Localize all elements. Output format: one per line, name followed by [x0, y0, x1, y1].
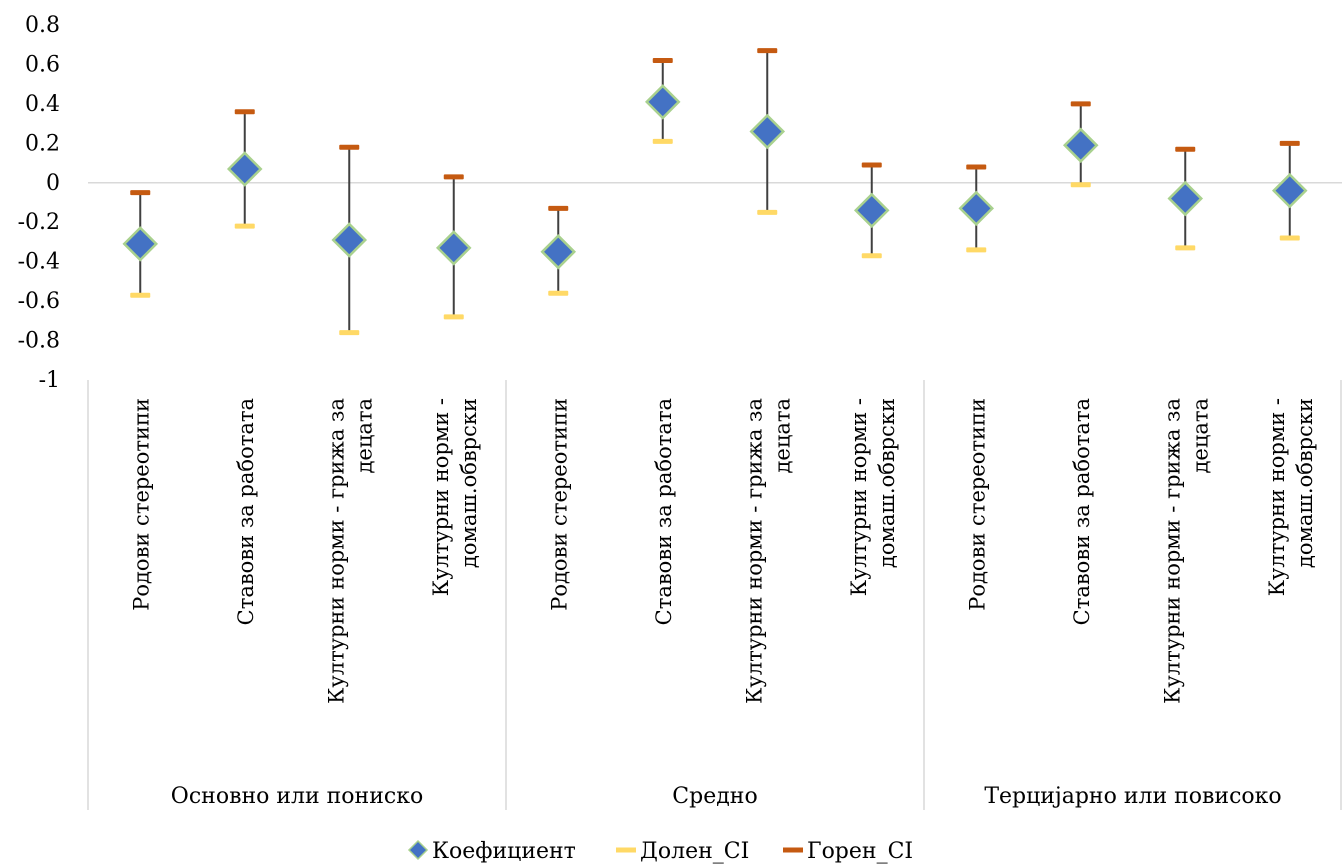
upper-ci-marker: [130, 190, 151, 196]
upper-ci-marker: [652, 58, 673, 63]
upper-ci-marker: [1175, 146, 1196, 152]
coefficient-point: [644, 84, 681, 120]
category-label: Родови стереотипи: [547, 398, 571, 611]
lower-ci-marker: [548, 290, 569, 296]
y-axis: 0.8 0.6 0.4 0.2 0 -0.2 -0.4 -0.6 -0.8 -1: [18, 13, 60, 393]
legend-label: Долен_CI: [640, 839, 749, 864]
category-label: Културни норми - грижа за децата: [742, 398, 794, 704]
category-label-line1: Културни норми -: [847, 398, 871, 596]
upper-ci-marker: [443, 174, 464, 180]
category-label-line1: Културни норми - грижа за: [324, 398, 348, 704]
group-label: Терцијарно или повисоко: [984, 784, 1281, 809]
coefficient-point: [1062, 127, 1099, 164]
upper-ci-marker: [1070, 101, 1091, 107]
category-label-line1: Културни норми - грижа за: [1160, 398, 1184, 704]
y-tick-label: 0.8: [25, 13, 60, 38]
coefficient-point: [226, 151, 263, 187]
group-label: Средно: [672, 784, 757, 809]
plot-area: [88, 48, 1342, 336]
category-label: Културни норми - грижа за децата: [324, 398, 376, 704]
category-label-line1: Културни норми -: [429, 398, 453, 596]
category-label: Културни норми - грижа за децата: [1160, 398, 1212, 704]
legend-item: Долен_CI: [616, 839, 749, 864]
category-label-line2: децата: [352, 398, 376, 474]
legend-item: Горен_CI: [783, 839, 913, 864]
legend-marker: [616, 847, 636, 853]
coefficient-point: [1167, 180, 1204, 217]
lower-ci-marker: [130, 292, 151, 298]
coefficient-point: [1271, 172, 1308, 209]
category-label-line2: децата: [770, 398, 794, 474]
legend-label: Коефициент: [432, 839, 576, 864]
y-tick-label: 0.4: [25, 92, 60, 117]
category-label: Културни норми - домаш.обврски: [429, 398, 481, 596]
coefficient-point: [331, 222, 368, 258]
lower-ci-marker: [757, 209, 778, 215]
category-label-line1: Родови стереотипи: [129, 398, 153, 611]
category-label: Културни норми - домаш.обврски: [847, 398, 899, 596]
legend-marker: [783, 847, 803, 853]
coefficient-point: [122, 226, 159, 262]
category-label-line1: Ставови за работата: [652, 398, 676, 625]
category-label-line2: домаш.обврски: [1293, 398, 1317, 568]
category-label-line2: домаш.обврски: [457, 398, 481, 568]
y-tick-label: -0.8: [18, 329, 60, 354]
category-label-line1: Родови стереотипи: [547, 398, 571, 611]
lower-ci-marker: [1175, 245, 1196, 251]
legend-label: Горен_CI: [807, 839, 913, 864]
y-tick-label: -0.4: [18, 250, 60, 275]
category-label: Културни норми - домаш.обврски: [1265, 398, 1317, 596]
y-tick-label: -1: [39, 368, 60, 393]
category-label: Ставови за работата: [234, 398, 258, 625]
coefficient-point: [540, 234, 577, 270]
lower-ci-marker: [234, 223, 255, 229]
category-label: Ставови за работата: [1070, 398, 1094, 625]
y-tick-label: -0.6: [18, 289, 60, 314]
category-label-line1: Културни норми -: [1265, 398, 1289, 596]
upper-ci-marker: [234, 109, 255, 115]
coefficient-point: [853, 192, 890, 229]
category-label: Родови стереотипи: [965, 398, 989, 611]
y-tick-label: 0.2: [25, 131, 60, 156]
category-label-line2: децата: [1188, 398, 1212, 474]
lower-ci-marker: [1070, 182, 1091, 188]
lower-ci-marker: [861, 253, 882, 259]
lower-ci-marker: [339, 330, 360, 336]
y-tick-label: -0.2: [18, 210, 60, 235]
upper-ci-marker: [861, 162, 882, 168]
upper-ci-marker: [548, 205, 569, 211]
y-tick-label: 0: [46, 171, 60, 196]
coefficient-point: [958, 190, 995, 227]
category-label: Родови стереотипи: [129, 398, 153, 611]
x-axis: Родови стереотипи Ставови за работата Култ…: [87, 380, 1342, 810]
legend-item: Коефициент: [407, 839, 576, 864]
upper-ci-marker: [1279, 140, 1300, 146]
category-label-line2: домаш.обврски: [875, 398, 899, 568]
legend-marker-coefficient: [407, 839, 429, 861]
coefficient-point: [435, 230, 472, 266]
lower-ci-marker: [1279, 235, 1300, 241]
category-label-line1: Ставови за работата: [1070, 398, 1094, 625]
legend: Коефициент Долен_CI Горен_CI: [407, 839, 913, 864]
upper-ci-marker: [757, 48, 778, 54]
coefficient-point: [749, 113, 786, 150]
category-label-line1: Културни норми - грижа за: [742, 398, 766, 704]
upper-ci-marker: [339, 144, 360, 150]
category-label-line1: Родови стереотипи: [965, 398, 989, 611]
lower-ci-marker: [652, 138, 673, 144]
y-tick-label: 0.6: [25, 52, 60, 77]
group-label: Основно или пониско: [171, 784, 423, 809]
category-label-line1: Ставови за работата: [234, 398, 258, 625]
upper-ci-marker: [966, 164, 987, 170]
category-label: Ставови за работата: [652, 398, 676, 625]
lower-ci-marker: [443, 314, 464, 320]
lower-ci-marker: [966, 247, 987, 253]
